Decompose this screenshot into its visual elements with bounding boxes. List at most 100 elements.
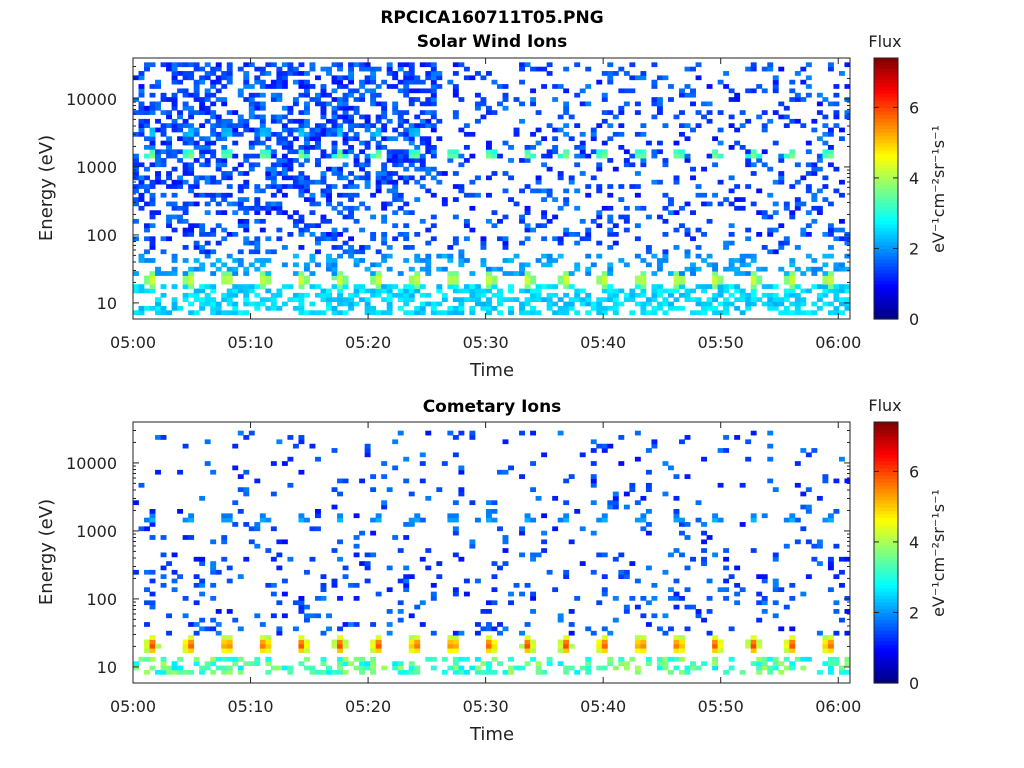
heatmap-cell bbox=[353, 288, 360, 294]
heatmap-cell bbox=[772, 75, 779, 81]
heatmap-cell bbox=[772, 665, 779, 671]
heatmap-cell bbox=[623, 205, 630, 211]
heatmap-cell bbox=[419, 292, 426, 298]
heatmap-cell bbox=[392, 101, 399, 107]
heatmap-cell bbox=[783, 271, 790, 276]
heatmap-cell bbox=[684, 123, 691, 128]
heatmap-cell bbox=[458, 491, 465, 497]
heatmap-cell bbox=[662, 75, 669, 81]
heatmap-cell bbox=[734, 197, 741, 202]
heatmap-cell bbox=[822, 131, 829, 137]
heatmap-cell bbox=[270, 461, 277, 466]
colorbar-segment bbox=[874, 548, 898, 554]
heatmap-cell bbox=[717, 292, 724, 298]
heatmap-cell bbox=[232, 522, 239, 527]
heatmap-cell bbox=[590, 175, 597, 181]
heatmap-cell bbox=[370, 275, 377, 281]
heatmap-cell bbox=[331, 284, 338, 289]
heatmap-cell bbox=[309, 310, 316, 316]
heatmap-cell bbox=[370, 92, 377, 98]
heatmap-cell bbox=[254, 218, 261, 224]
heatmap-cell bbox=[237, 262, 244, 268]
heatmap-cell bbox=[717, 310, 724, 316]
heatmap-cell bbox=[701, 522, 707, 527]
heatmap-cell bbox=[199, 123, 206, 128]
heatmap-cell bbox=[491, 110, 498, 115]
colorbar-segment bbox=[874, 58, 898, 63]
heatmap-cell bbox=[315, 101, 321, 107]
heatmap-cell bbox=[596, 600, 603, 606]
heatmap-cell bbox=[419, 266, 426, 272]
heatmap-cell bbox=[215, 258, 222, 263]
heatmap-cell bbox=[281, 153, 288, 159]
heatmap-cell bbox=[794, 482, 801, 488]
heatmap-cell bbox=[502, 626, 509, 632]
heatmap-cell bbox=[160, 97, 167, 102]
heatmap-cell bbox=[254, 258, 261, 263]
heatmap-cell bbox=[425, 166, 432, 172]
heatmap-cell bbox=[485, 626, 492, 632]
heatmap-cell bbox=[265, 249, 272, 255]
heatmap-cell bbox=[144, 275, 150, 281]
heatmap-cell bbox=[326, 262, 332, 268]
heatmap-cell bbox=[210, 249, 217, 255]
heatmap-cell bbox=[326, 297, 332, 302]
heatmap-cell bbox=[756, 617, 763, 623]
heatmap-cell bbox=[320, 669, 327, 675]
heatmap-cell bbox=[386, 188, 393, 194]
heatmap-cell bbox=[276, 305, 283, 311]
heatmap-cell bbox=[309, 613, 316, 619]
heatmap-cell bbox=[408, 517, 415, 523]
heatmap-cell bbox=[166, 310, 173, 316]
heatmap-cell bbox=[331, 548, 338, 553]
heatmap-cell bbox=[160, 284, 167, 289]
heatmap-cell bbox=[640, 639, 647, 645]
heatmap-cell bbox=[761, 609, 768, 614]
heatmap-cell bbox=[827, 284, 834, 289]
heatmap-cell bbox=[734, 582, 741, 588]
heatmap-cell bbox=[298, 145, 305, 150]
heatmap-cell bbox=[419, 166, 426, 172]
heatmap-cell bbox=[403, 62, 410, 68]
heatmap-cell bbox=[452, 669, 459, 675]
heatmap-cell bbox=[667, 626, 674, 632]
heatmap-cell bbox=[662, 192, 669, 198]
heatmap-cell bbox=[480, 240, 487, 246]
heatmap-cell bbox=[645, 487, 652, 492]
heatmap-cell bbox=[199, 175, 206, 181]
heatmap-cell bbox=[656, 288, 663, 294]
heatmap-cell bbox=[337, 648, 343, 653]
heatmap-cell bbox=[778, 223, 785, 229]
heatmap-cell bbox=[750, 635, 757, 640]
colorbar-segment bbox=[874, 517, 898, 522]
heatmap-cell bbox=[199, 79, 206, 85]
heatmap-cell bbox=[210, 539, 217, 545]
heatmap-cell bbox=[838, 179, 845, 185]
heatmap-cell bbox=[629, 482, 636, 488]
heatmap-cell bbox=[414, 288, 421, 294]
heatmap-cell bbox=[414, 284, 421, 289]
heatmap-cell bbox=[717, 448, 724, 453]
heatmap-cell bbox=[684, 669, 691, 675]
heatmap-cell bbox=[651, 79, 658, 85]
heatmap-cell bbox=[414, 179, 421, 185]
heatmap-cell bbox=[585, 297, 592, 302]
heatmap-cell bbox=[618, 569, 625, 575]
heatmap-cell bbox=[794, 266, 801, 272]
heatmap-cell bbox=[248, 162, 255, 168]
heatmap-cell bbox=[419, 517, 426, 523]
heatmap-cell bbox=[800, 201, 807, 207]
heatmap-cell bbox=[585, 227, 592, 233]
heatmap-cell bbox=[524, 262, 531, 268]
heatmap-cell bbox=[188, 184, 195, 189]
heatmap-cell bbox=[568, 643, 575, 649]
heatmap-cell bbox=[265, 166, 272, 172]
heatmap-cell bbox=[359, 149, 366, 155]
heatmap-cell bbox=[491, 149, 498, 155]
heatmap-cell bbox=[309, 526, 316, 532]
heatmap-cell bbox=[348, 79, 355, 85]
heatmap-cell bbox=[287, 556, 294, 562]
heatmap-cell bbox=[237, 92, 244, 98]
heatmap-cell bbox=[303, 262, 310, 268]
heatmap-cell bbox=[331, 487, 338, 492]
